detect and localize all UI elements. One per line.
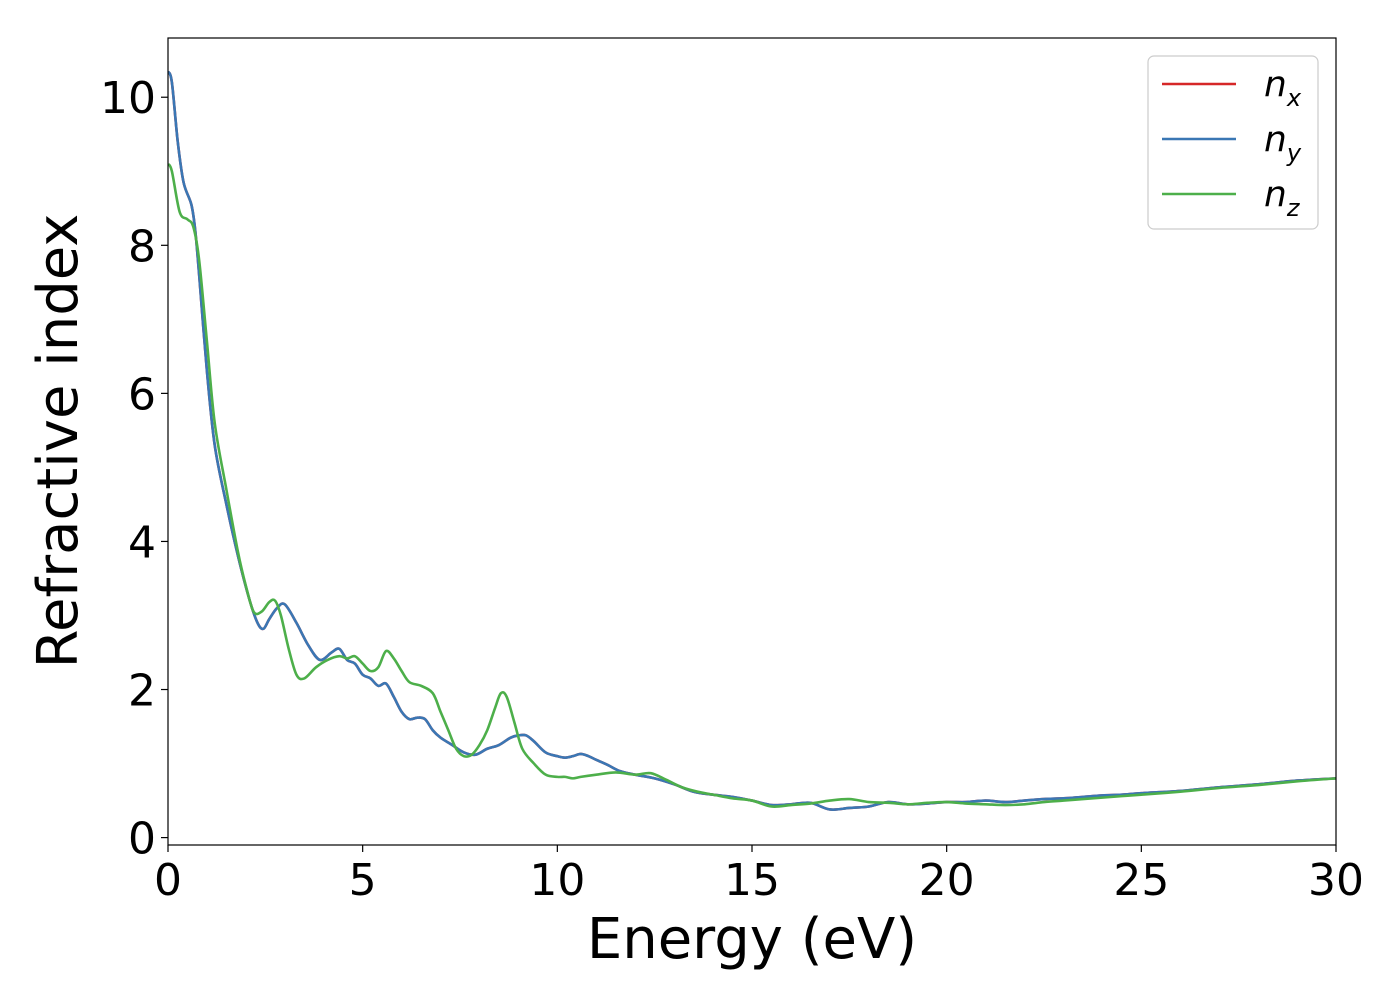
y-tick-label: 4 xyxy=(128,517,156,568)
legend-label-subscript: x xyxy=(1286,84,1302,112)
y-tick-label: 10 xyxy=(100,73,156,124)
series-line-ny xyxy=(168,70,1336,811)
legend-box xyxy=(1147,55,1319,230)
x-axis-title: Energy (eV) xyxy=(587,907,917,972)
x-tick-label: 25 xyxy=(1113,855,1169,906)
x-tick-label: 15 xyxy=(724,855,780,906)
x-tick-label: 10 xyxy=(529,855,585,906)
legend-label-nz: nz xyxy=(1264,174,1301,222)
x-tick-label: 5 xyxy=(349,855,377,906)
legend-label-ny: ny xyxy=(1264,119,1302,167)
legend-label-main: n xyxy=(1264,119,1287,160)
legend-label-main: n xyxy=(1264,64,1287,105)
y-axis-title: Refractive index xyxy=(26,214,91,669)
legend-label-subscript: y xyxy=(1286,139,1302,167)
tick-layer: 0 5 10 15 20 25 30 0 2 4 6 8 10 xyxy=(100,73,1364,906)
series-line-nz xyxy=(168,163,1336,808)
x-tick-label: 30 xyxy=(1308,855,1364,906)
legend-label-subscript: z xyxy=(1286,194,1301,222)
legend-label-main: n xyxy=(1264,174,1287,215)
y-tick-label: 6 xyxy=(128,369,156,420)
series-layer xyxy=(168,70,1336,811)
y-tick-label: 2 xyxy=(128,666,156,717)
x-tick-label: 20 xyxy=(919,855,975,906)
x-tick-label: 0 xyxy=(154,855,182,906)
legend-label-nx: nx xyxy=(1264,64,1302,112)
y-tick-label: 8 xyxy=(128,221,156,272)
y-tick-label: 0 xyxy=(128,814,156,865)
